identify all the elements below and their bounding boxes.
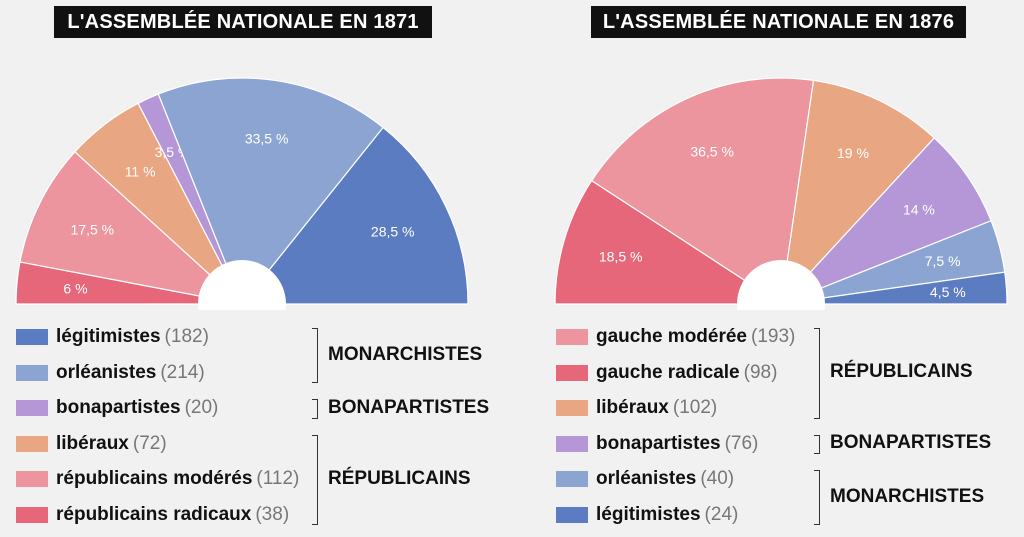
group-label-1876-bonapartistes: BONAPARTISTES xyxy=(830,432,992,454)
slice-label-1871-orleanistes: 33,5 % xyxy=(245,131,289,147)
legend-count: (20) xyxy=(184,397,219,418)
slice-label-1876-orleanistes: 7,5 % xyxy=(925,253,961,269)
slice-1876-liberaux xyxy=(780,79,936,306)
slice-1876-gauche-radicale xyxy=(554,179,784,305)
slice-1876-bonapartistes xyxy=(780,137,992,305)
legend-name: gauche radicale xyxy=(596,361,740,383)
slice-label-1876-bonapartistes: 14 % xyxy=(903,201,935,217)
legend-swatch xyxy=(16,435,48,452)
legend-item-1876-liberaux: libéraux (102) xyxy=(556,390,717,426)
group-label-1876-republicains: RÉPUBLICAINS xyxy=(830,361,973,383)
slice-1876-gauche-moderee xyxy=(590,77,815,306)
legend-name: libéraux xyxy=(596,397,669,418)
legend-count: (102) xyxy=(672,397,718,418)
legend-swatch xyxy=(556,471,588,487)
legend-item-1871-republicains-moderes: républicains modérés (112) xyxy=(16,461,299,497)
legend-name: bonapartistes xyxy=(596,432,721,454)
legend-item-1871-bonapartistes: bonapartistes (20) xyxy=(16,390,218,426)
legend-item-1876-orleanistes: orléanistes (40) xyxy=(556,461,734,497)
legend-name: républicains radicaux xyxy=(56,503,252,525)
legend-count: (193) xyxy=(751,326,796,347)
group-label-1871-republicains: RÉPUBLICAINS xyxy=(328,467,471,489)
legend-name: orléanistes xyxy=(56,361,157,383)
slice-label-1876-gauche-moderee: 36,5 % xyxy=(690,144,734,160)
legend-item-1871-legitimistes: légitimistes (182) xyxy=(16,319,209,355)
legend-item-1876-gauche-radicale: gauche radicale (98) xyxy=(556,355,777,391)
group-bracket-1876-bonapartistes xyxy=(814,434,820,454)
hemicycle-center-1871 xyxy=(198,260,286,310)
legend-swatch xyxy=(16,506,48,523)
group-bracket-1876-republicains xyxy=(814,328,820,419)
hemicycle-charts: 6 %17,5 %11 %3,5 %33,5 %28,5 %18,5 %36,5… xyxy=(15,77,1008,310)
legend-item-1876-legitimistes: légitimistes (24) xyxy=(556,497,738,533)
legend-count: (24) xyxy=(704,503,739,525)
legend-name: gauche modérée xyxy=(596,326,747,347)
legend-item-1871-republicains-radicaux: républicains radicaux (38) xyxy=(16,497,289,533)
legend-count: (72) xyxy=(132,432,167,454)
legend-swatch xyxy=(16,364,48,381)
legend-item-1871-orleanistes: orléanistes (214) xyxy=(16,355,205,391)
legend-name: légitimistes xyxy=(56,326,161,347)
legend-count: (112) xyxy=(256,468,300,489)
group-bracket-1871-monarchistes xyxy=(312,328,318,383)
legend-name: républicains modérés xyxy=(56,468,253,489)
slice-1871-legitimistes xyxy=(240,126,469,305)
legend-swatch xyxy=(16,329,48,345)
legend-name: libéraux xyxy=(56,432,129,454)
slice-label-1871-republicains-radicaux: 6 % xyxy=(63,280,87,296)
slice-label-1876-gauche-radicale: 18,5 % xyxy=(599,248,643,264)
legend-count: (40) xyxy=(700,468,735,489)
legend-count: (214) xyxy=(160,361,205,383)
legend-name: bonapartistes xyxy=(56,397,181,418)
legend-count: (76) xyxy=(724,432,759,454)
legend-swatch xyxy=(16,471,48,487)
legend-swatch xyxy=(556,364,588,381)
legend-swatch xyxy=(556,506,588,523)
group-label-1871-monarchistes: MONARCHISTES xyxy=(328,343,483,365)
group-label-1871-bonapartistes: BONAPARTISTES xyxy=(328,396,490,418)
slice-label-1871-legitimistes: 28,5 % xyxy=(371,224,415,240)
slice-1871-republicains-moderes xyxy=(19,150,244,305)
slice-1871-orleanistes xyxy=(157,77,385,306)
slice-1876-legitimistes xyxy=(780,271,1008,305)
group-bracket-1876-monarchistes xyxy=(814,470,820,525)
chart-title-1871: L'ASSEMBLÉE NATIONALE EN 1871 xyxy=(54,6,432,38)
slice-label-1876-legitimistes: 4,5 % xyxy=(930,284,966,300)
group-bracket-1871-republicains xyxy=(312,434,318,525)
group-label-1876-monarchistes: MONARCHISTES xyxy=(830,485,985,507)
legend-name: légitimistes xyxy=(596,503,701,525)
legend-count: (182) xyxy=(164,326,209,347)
slice-label-1871-republicains-moderes: 17,5 % xyxy=(71,221,115,237)
legend-item-1876-gauche-moderee: gauche modérée (193) xyxy=(556,319,795,355)
legend-count: (98) xyxy=(743,361,778,383)
legend-name: orléanistes xyxy=(596,468,697,489)
legend-item-1871-liberaux: libéraux (72) xyxy=(16,426,167,462)
group-bracket-1871-bonapartistes xyxy=(312,399,318,419)
legend-swatch xyxy=(16,400,48,416)
slice-label-1876-liberaux: 19 % xyxy=(837,145,869,161)
legend-swatch xyxy=(556,435,588,452)
hemicycle-center-1876 xyxy=(737,260,825,310)
slice-label-1871-liberaux: 11 % xyxy=(125,163,156,179)
legend-swatch xyxy=(556,400,588,416)
chart-title-1876: L'ASSEMBLÉE NATIONALE EN 1876 xyxy=(591,6,966,38)
legend-swatch xyxy=(556,329,588,345)
legend-item-1876-bonapartistes: bonapartistes (76) xyxy=(556,426,758,462)
legend-count: (38) xyxy=(255,503,290,525)
